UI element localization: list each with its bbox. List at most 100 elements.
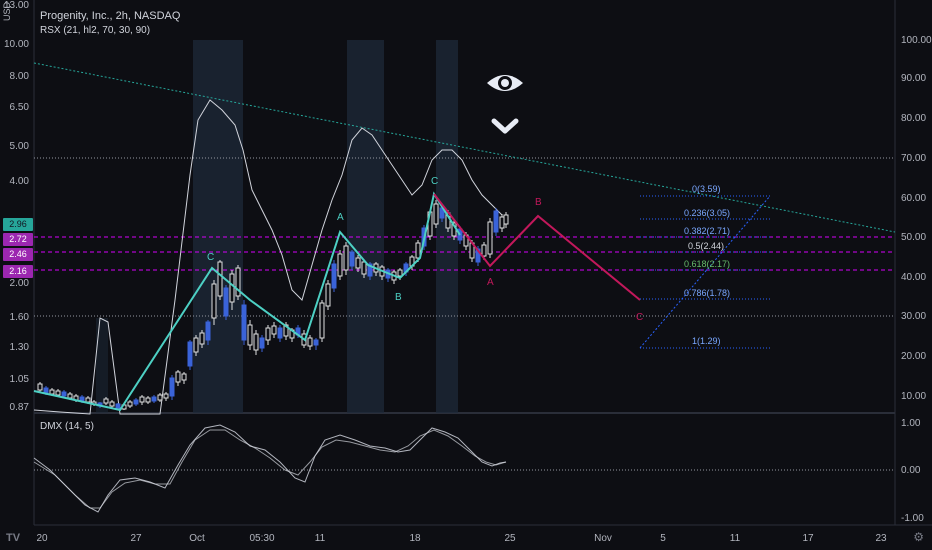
- rsx-axis-tick: 10.00: [901, 391, 926, 402]
- candle-body: [133, 399, 139, 405]
- descending-trendline[interactable]: [33, 62, 896, 233]
- candle-body: [361, 261, 367, 275]
- price-axis-tick: 2.00: [10, 278, 30, 289]
- time-axis-tick: Nov: [594, 533, 612, 544]
- candle-body: [157, 394, 163, 401]
- tradingview-logo[interactable]: TV: [6, 532, 21, 544]
- candle-body: [433, 203, 439, 225]
- fib-label-382: 0.382(2.71): [684, 226, 730, 236]
- time-axis-labels: 20 27 Oct 05:30 11 18 25 Nov 5 11 17 23: [36, 533, 887, 544]
- candle-body: [277, 327, 283, 339]
- fib-retracement[interactable]: 0(3.59) 0.236(3.05) 0.382(2.71) 0.5(2.44…: [639, 184, 771, 349]
- candle-body: [337, 253, 343, 277]
- price-axis-tick: 1.05: [10, 374, 30, 385]
- candle-body: [271, 325, 277, 335]
- dmx-legend[interactable]: DMX (14, 5): [40, 421, 94, 432]
- candle-body: [415, 242, 421, 259]
- symbol-legend[interactable]: Progenity, Inc., 2h, NASDAQ: [40, 10, 181, 22]
- dmx-line-2: [33, 429, 507, 509]
- candle-body: [367, 263, 373, 277]
- candle-body: [37, 383, 43, 391]
- price-candles: [37, 200, 509, 410]
- rsx-axis-tick: 40.00: [901, 272, 926, 283]
- candle-body: [349, 251, 355, 267]
- candle-body: [397, 269, 403, 277]
- candle-body: [493, 210, 499, 233]
- candle-body: [49, 389, 55, 395]
- dmx-line-1: [33, 424, 507, 513]
- candle-body: [151, 396, 157, 402]
- candle-body: [187, 341, 193, 367]
- rsx-axis-tick: 50.00: [901, 232, 926, 243]
- candle-body: [163, 393, 169, 399]
- wave-label-c3: C: [636, 312, 643, 323]
- eye-icon[interactable]: [487, 75, 523, 91]
- candle-body: [503, 214, 509, 225]
- candle-body: [115, 403, 121, 409]
- candle-body: [103, 398, 109, 404]
- price-axis-tick: 13.00: [4, 0, 29, 11]
- price-tag-level-2: 2.46: [3, 248, 33, 261]
- candle-body: [127, 401, 133, 407]
- wave-label-c1: C: [207, 252, 214, 263]
- time-axis-tick: 27: [130, 533, 142, 544]
- time-axis-tick: 5: [660, 533, 666, 544]
- candle-body: [307, 337, 313, 347]
- time-axis-tick: 23: [875, 533, 887, 544]
- gear-icon[interactable]: ⚙: [913, 530, 924, 544]
- wave-impulse-line[interactable]: [33, 191, 461, 412]
- candle-body: [85, 397, 91, 403]
- candle-body: [193, 337, 199, 353]
- price-axis-tick: 6.50: [10, 102, 30, 113]
- candle-body: [55, 390, 61, 396]
- rsx-axis-tick: 20.00: [901, 351, 926, 362]
- candle-body: [247, 324, 253, 346]
- candle-body: [43, 387, 49, 394]
- fib-label-236: 0.236(3.05): [684, 208, 730, 218]
- candle-body: [223, 287, 229, 317]
- price-axis-tick: 8.00: [10, 71, 30, 82]
- left-axis-labels: 13.00 10.00 8.00 6.50 5.00 4.00 2.00 1.60 1.30 1.…: [4, 0, 29, 413]
- wave-label-b1: B: [395, 292, 402, 303]
- fib-label-786: 0.786(1.78): [684, 288, 730, 298]
- right-axis-labels: 100.00 90.00 80.00 70.00 60.00 50.00 40.00 30.0…: [901, 35, 932, 402]
- rsx-axis-tick: 70.00: [901, 153, 926, 164]
- rsx-overbought-bands: [96, 40, 458, 413]
- wave-labels: C A B C A B C: [207, 176, 643, 323]
- time-axis-tick: 11: [315, 533, 326, 544]
- candle-body: [145, 397, 151, 403]
- candle-body: [319, 302, 325, 339]
- rsx-axis-tick: 60.00: [901, 193, 926, 204]
- dmx-axis-labels: 1.00 0.00 -1.00: [901, 418, 924, 524]
- candle-body: [181, 373, 187, 381]
- candle-body: [67, 393, 73, 399]
- candle-body: [253, 333, 259, 351]
- price-axis-tick: 1.30: [10, 342, 30, 353]
- price-axis-tick: 4.00: [10, 176, 30, 187]
- candle-body: [265, 327, 271, 341]
- fib-label-5: 0.5(2.44): [688, 241, 724, 251]
- fib-label-618: 0.618(2.17): [684, 259, 730, 269]
- candle-body: [61, 391, 67, 397]
- wave-projection-line[interactable]: [433, 193, 641, 301]
- price-axis-tick: 5.00: [10, 141, 30, 152]
- time-axis-tick: 25: [504, 533, 516, 544]
- candle-body: [109, 401, 115, 407]
- candle-body: [139, 396, 145, 403]
- chevron-down-icon[interactable]: [491, 118, 519, 134]
- rsx-axis-tick: 30.00: [901, 311, 926, 322]
- price-axis-tick: 10.00: [4, 39, 29, 50]
- dmx-axis-tick: 0.00: [901, 465, 921, 476]
- rsx-legend[interactable]: RSX (21, hl2, 70, 30, 90): [40, 25, 151, 36]
- candle-body: [343, 245, 349, 271]
- candle-body: [229, 273, 235, 303]
- time-axis-tick: 05:30: [249, 533, 274, 544]
- rsx-axis-tick: 90.00: [901, 73, 926, 84]
- candle-body: [217, 261, 223, 297]
- candle-body: [199, 332, 205, 345]
- fib-label-1: 1(1.29): [692, 336, 721, 346]
- reference-lines: [34, 157, 895, 471]
- wave-label-a2: A: [487, 277, 494, 288]
- candle-body: [205, 321, 211, 341]
